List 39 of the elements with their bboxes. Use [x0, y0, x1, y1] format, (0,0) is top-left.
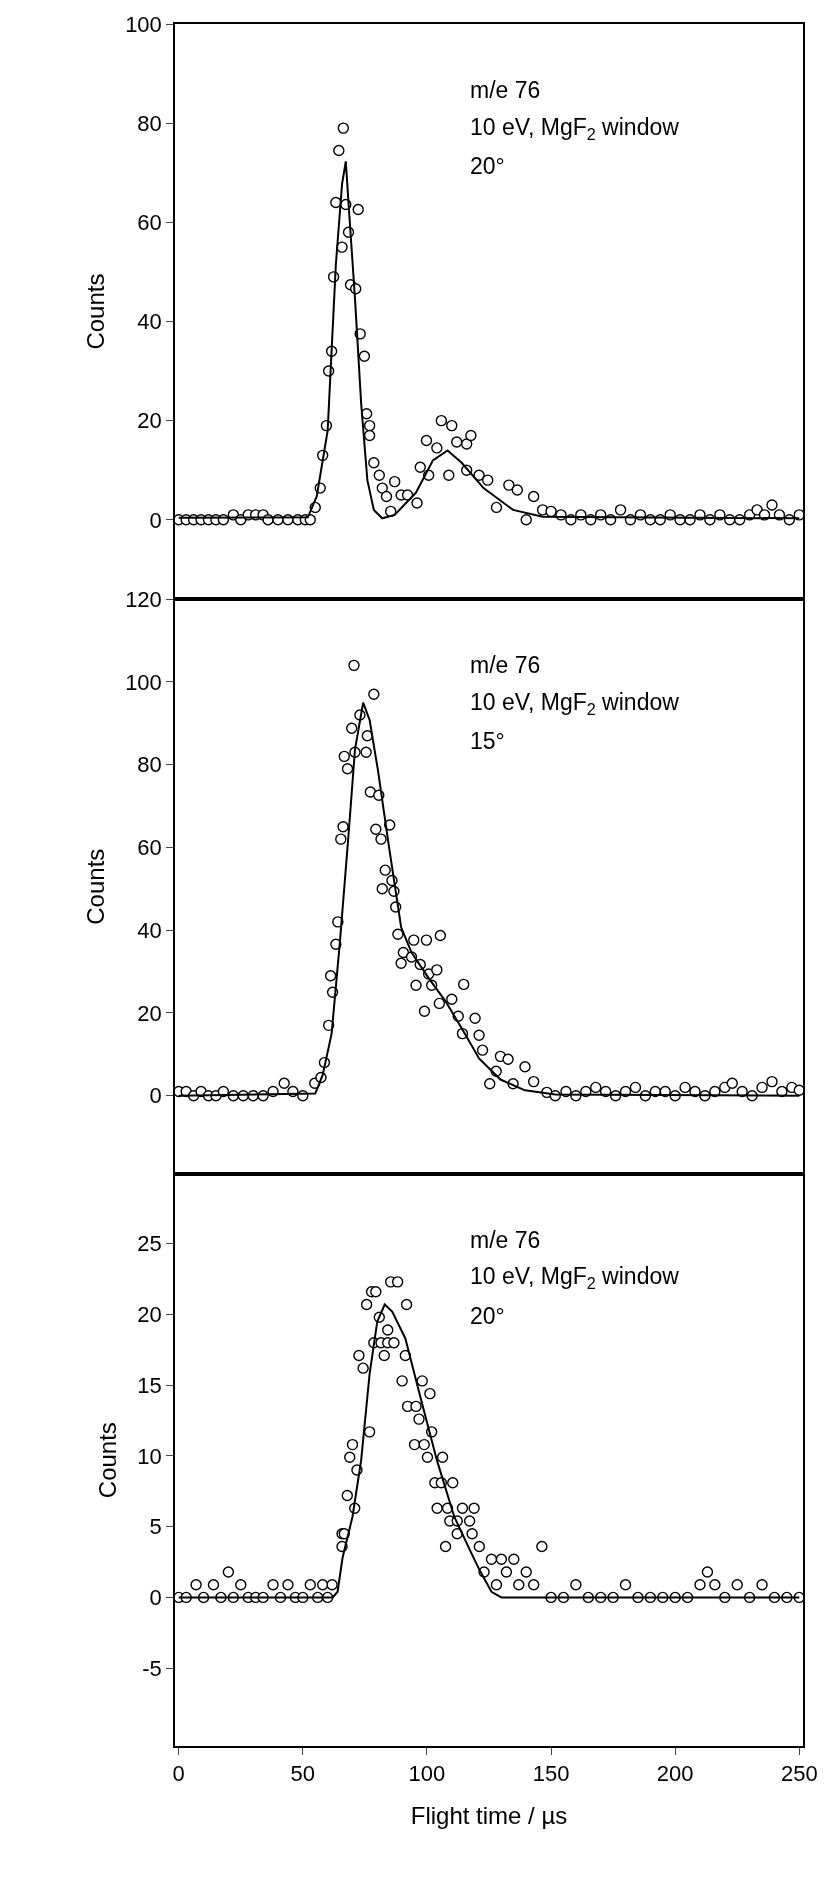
y-axis-title: Counts	[81, 273, 109, 350]
annotation: m/e 76	[470, 652, 541, 678]
y-axis-title: Counts	[93, 1422, 121, 1499]
annotation: 20°	[470, 153, 505, 179]
x-axis-title: Flight time / µs	[410, 1801, 568, 1829]
y-tick-label: -5	[142, 1655, 162, 1681]
y-tick-label: 60	[137, 835, 162, 861]
annotation: 10 eV, MgF$_{2}$ window	[470, 114, 680, 143]
x-tick-label: 200	[656, 1761, 694, 1787]
y-axis-title: Counts	[81, 848, 109, 925]
y-tick-label: 80	[137, 110, 162, 136]
y-tick-label: 10	[137, 1443, 162, 1469]
y-tick-label: 100	[125, 11, 162, 37]
y-tick-label: 100	[125, 669, 162, 695]
x-tick-label: 150	[532, 1761, 570, 1787]
annotation: 20°	[470, 1303, 505, 1329]
y-tick-label: 40	[137, 917, 162, 943]
x-tick-label: 100	[408, 1761, 446, 1787]
x-tick-label: 50	[290, 1761, 316, 1787]
annotation: 10 eV, MgF$_{2}$ window	[470, 1263, 680, 1292]
y-tick-label: 40	[137, 309, 162, 335]
annotation: 10 eV, MgF$_{2}$ window	[470, 689, 680, 718]
y-tick-label: 120	[125, 586, 162, 612]
x-tick-label: 250	[780, 1761, 818, 1787]
y-tick-label: 20	[137, 1302, 162, 1328]
y-tick-label: 5	[149, 1514, 162, 1540]
y-tick-label: 80	[137, 752, 162, 778]
y-tick-label: 20	[137, 408, 162, 434]
y-tick-label: 0	[149, 1585, 162, 1611]
x-tick-label: 0	[172, 1761, 185, 1787]
y-tick-label: 25	[137, 1231, 162, 1257]
y-tick-label: 15	[137, 1372, 162, 1398]
annotation: 15°	[470, 728, 505, 754]
annotation: m/e 76	[470, 1227, 541, 1253]
y-tick-label: 60	[137, 210, 162, 236]
y-tick-label: 0	[149, 507, 162, 533]
y-tick-label: 0	[149, 1083, 162, 1109]
y-tick-label: 20	[137, 1000, 162, 1026]
annotation: m/e 76	[470, 77, 541, 103]
